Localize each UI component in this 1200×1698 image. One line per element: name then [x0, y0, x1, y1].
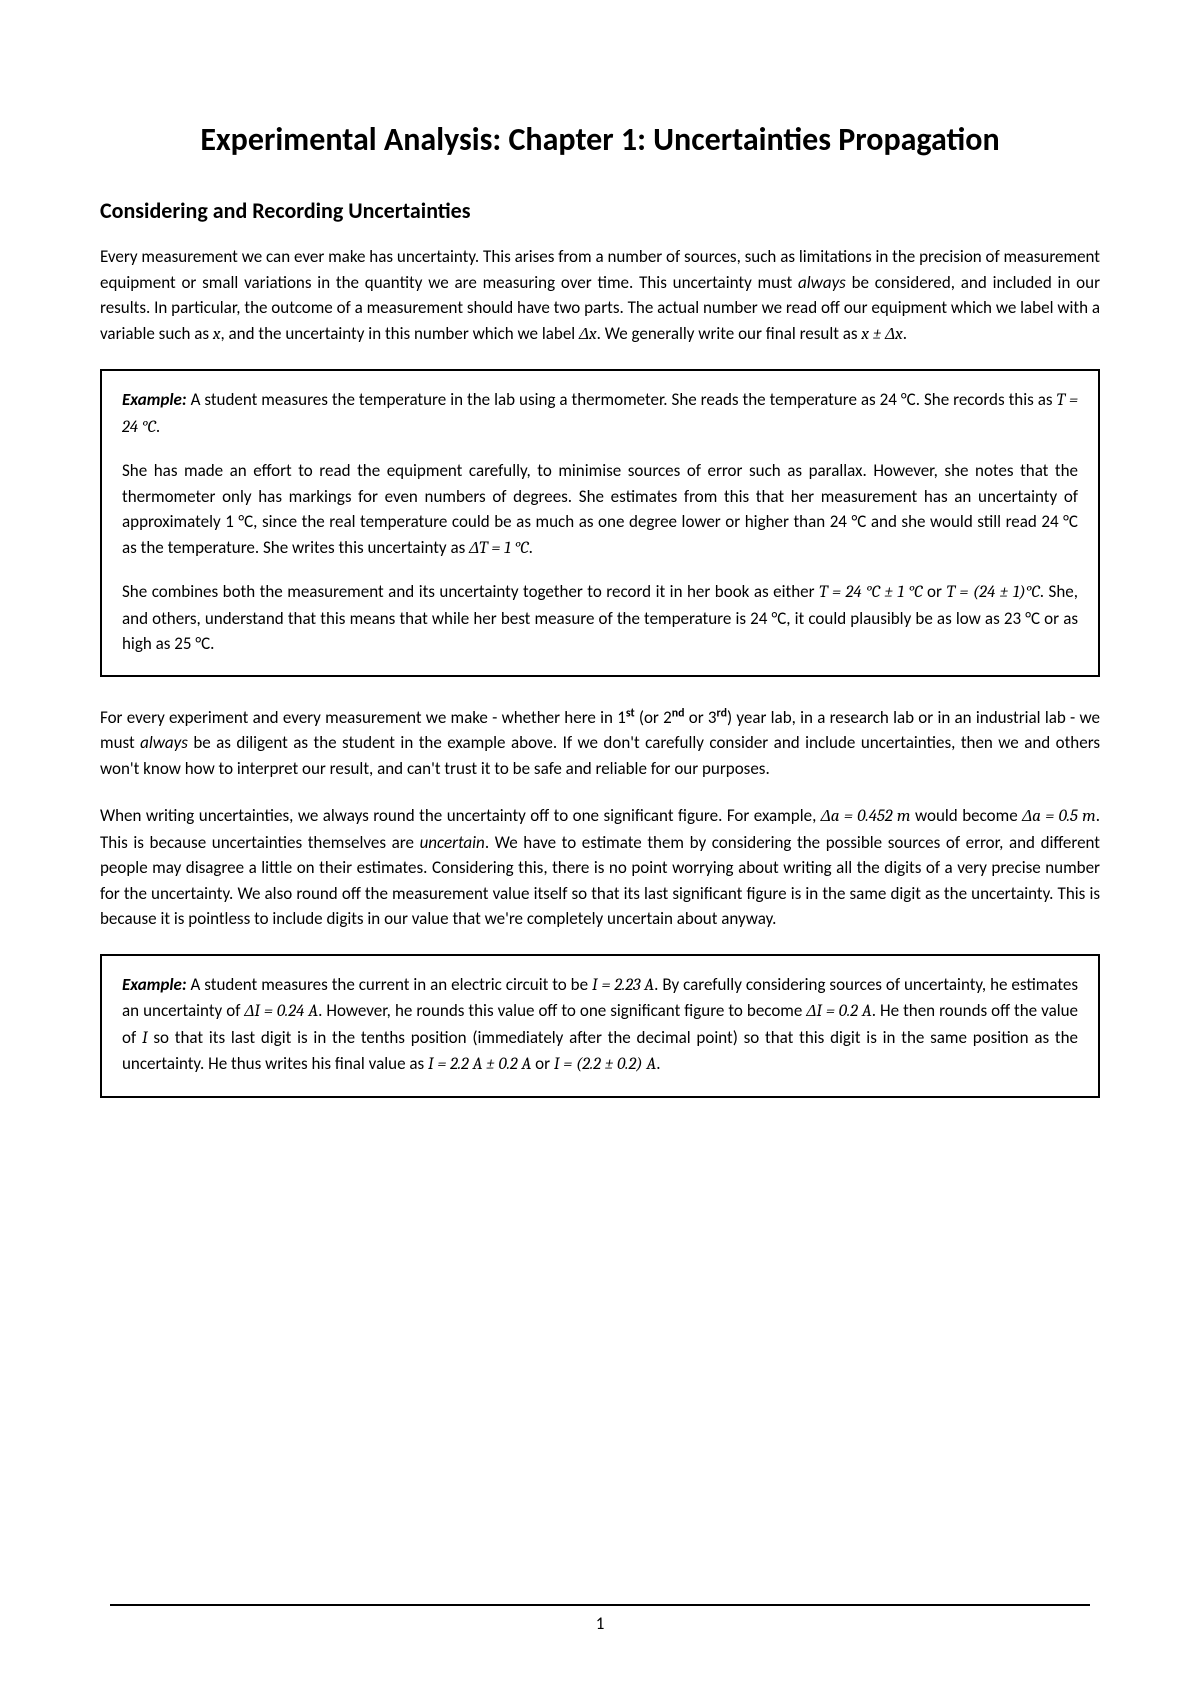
math-delta-x: Δx [579, 325, 597, 344]
example-paragraph: Example: A student measures the temperat… [122, 387, 1078, 440]
superscript-nd: nd [672, 706, 685, 720]
superscript-rd: rd [717, 706, 727, 720]
text: . [156, 416, 160, 437]
text: She combines both the measurement and it… [122, 581, 819, 602]
intro-paragraph: Every measurement we can ever make has u… [100, 244, 1100, 347]
example-paragraph: She has made an effort to read the equip… [122, 458, 1078, 561]
math-I-final1: I = 2.2 A ± 0.2 A [428, 1055, 531, 1074]
superscript-st: st [626, 706, 635, 720]
text: A student measures the temperature in th… [187, 389, 1057, 410]
text: . We generally write our final result as [597, 323, 862, 344]
math-T-pm1: T = 24 °C ± 1 °C [819, 583, 922, 602]
text: When writing uncertainties, we always ro… [100, 805, 821, 826]
math-da2: Δa = 0.5 m [1022, 807, 1096, 826]
text: . [903, 323, 907, 344]
math-da1: Δa = 0.452 m [821, 807, 911, 826]
math-I-eq1: I = 2.23 A [592, 976, 654, 995]
example-paragraph: She combines both the measurement and it… [122, 579, 1078, 657]
text: For every experiment and every measureme… [100, 707, 626, 728]
footer-rule [110, 1604, 1090, 1606]
example-paragraph: Example: A student measures the current … [122, 972, 1078, 1078]
emphasis-always: always [140, 732, 188, 753]
text: or [923, 581, 947, 602]
text: . [529, 537, 533, 558]
example-box-2: Example: A student measures the current … [100, 954, 1100, 1098]
math-T-pm2: T = (24 ± 1)°C [946, 583, 1039, 602]
document-page: Experimental Analysis: Chapter 1: Uncert… [0, 0, 1200, 1186]
text: would become [911, 805, 1023, 826]
emphasis-always: always [798, 272, 846, 293]
text: (or 2 [635, 707, 672, 728]
math-I-final2: I = (2.2 ± 0.2) A [554, 1055, 656, 1074]
page-title: Experimental Analysis: Chapter 1: Uncert… [100, 120, 1100, 159]
emphasis-uncertain: uncertain [420, 832, 485, 853]
math-dI-eq2: ΔI = 0.2 A [806, 1002, 871, 1021]
text: . However, he rounds this value off to o… [318, 1000, 806, 1021]
math-dT-eq: ΔT = 1 °C [469, 539, 529, 558]
body-paragraph: When writing uncertainties, we always ro… [100, 803, 1100, 932]
example-label: Example: [122, 389, 187, 410]
text: be as diligent as the student in the exa… [100, 732, 1100, 779]
math-x-pm-dx: x ± Δx [861, 325, 902, 344]
text: , and the uncertainty in this number whi… [220, 323, 579, 344]
example-label: Example: [122, 974, 187, 995]
math-dI-eq1: ΔI = 0.24 A [244, 1002, 318, 1021]
text: She has made an effort to read the equip… [122, 460, 1078, 558]
section-heading: Considering and Recording Uncertainties [100, 197, 1100, 224]
text: A student measures the current in an ele… [187, 974, 592, 995]
page-number: 1 [0, 1613, 1200, 1634]
body-paragraph: For every experiment and every measureme… [100, 705, 1100, 782]
text: . [656, 1053, 660, 1074]
example-box-1: Example: A student measures the temperat… [100, 369, 1100, 677]
text: or [531, 1053, 554, 1074]
text: or 3 [685, 707, 717, 728]
